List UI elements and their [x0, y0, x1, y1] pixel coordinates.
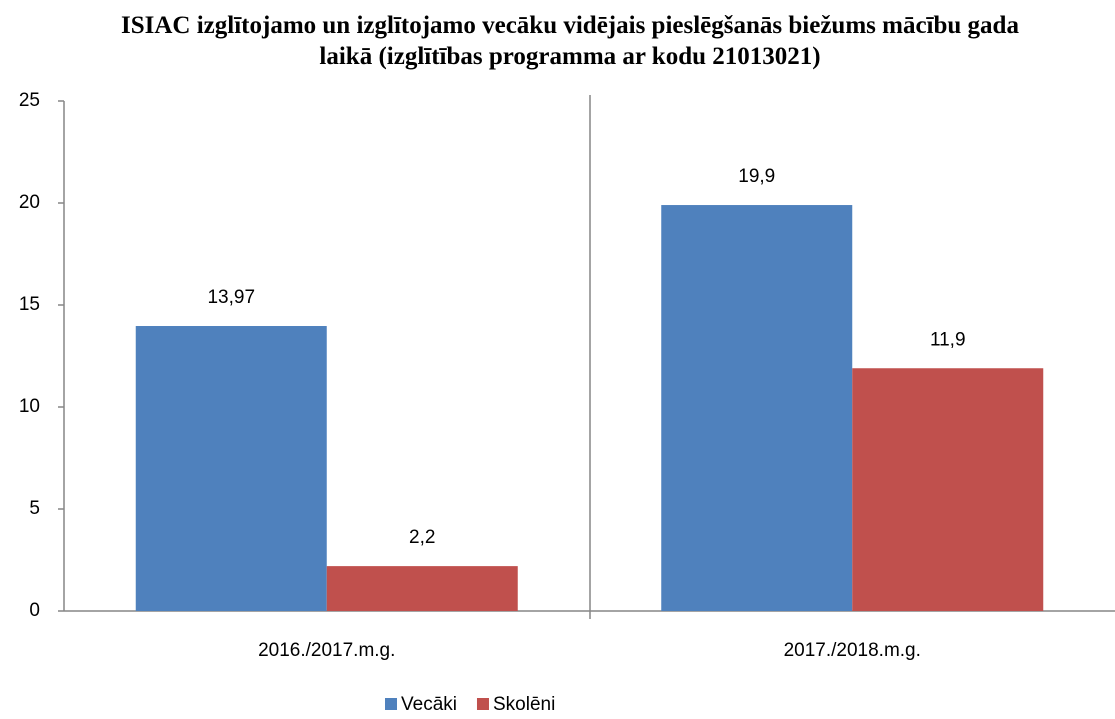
chart-title: ISIAC izglītojamo un izglītojamo vecāku …	[121, 12, 1019, 70]
y-tick-label: 25	[19, 90, 40, 111]
y-tick-label: 5	[29, 498, 40, 519]
x-tick-label: 2017./2018.m.g.	[784, 640, 921, 661]
x-tick-label: 2016./2017.m.g.	[258, 640, 395, 661]
legend-label: Vecāki	[401, 694, 457, 715]
bar	[326, 566, 518, 611]
bar	[661, 205, 853, 612]
y-tick-label: 0	[29, 600, 40, 621]
value-label: 13,97	[207, 287, 255, 308]
y-tick-label: 15	[19, 294, 40, 315]
value-label: 19,9	[738, 166, 775, 187]
bar	[135, 326, 327, 611]
y-tick-label: 20	[19, 192, 40, 213]
value-label: 2,2	[409, 527, 435, 548]
value-label: 11,9	[930, 329, 966, 350]
legend-label: Skolēni	[493, 694, 555, 715]
bar	[852, 368, 1044, 611]
legend-swatch	[385, 698, 397, 710]
y-tick-label: 10	[19, 396, 40, 417]
legend-swatch	[476, 698, 489, 710]
